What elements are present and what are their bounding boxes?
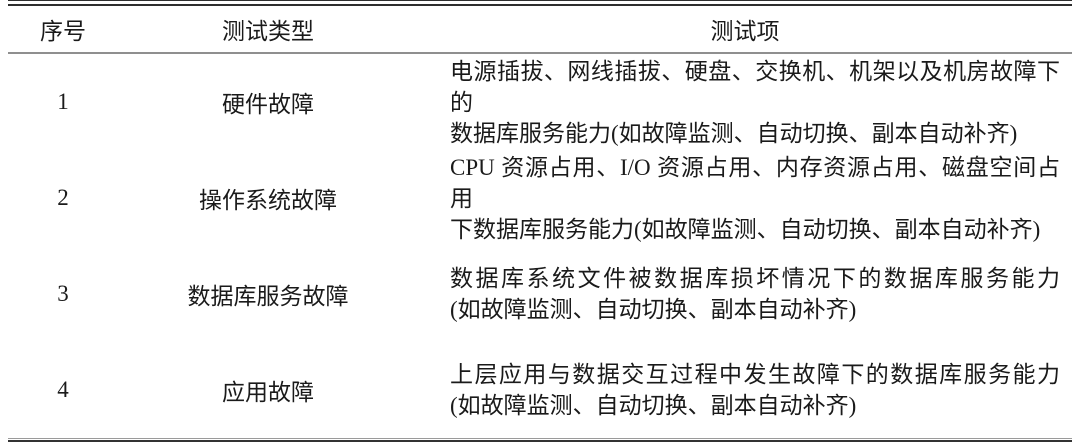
table-header-rule (8, 52, 1072, 54)
item-line: 数据库系统文件被数据库损坏情况下的数据库服务能力 (450, 266, 1060, 291)
table-row: 3 数据库服务故障 数据库系统文件被数据库损坏情况下的数据库服务能力 (如故障监… (8, 246, 1072, 342)
cell-items: 数据库系统文件被数据库损坏情况下的数据库服务能力 (如故障监测、自动切换、副本自… (418, 263, 1072, 325)
item-line: (如故障监测、自动切换、副本自动补齐) (450, 393, 857, 418)
cell-no: 3 (57, 281, 69, 306)
cell-items: 上层应用与数据交互过程中发生故障下的数据库服务能力 (如故障监测、自动切换、副本… (418, 359, 1072, 421)
cell-no: 4 (57, 377, 69, 402)
header-no: 序号 (40, 19, 86, 44)
table-top-rule (8, 0, 1072, 6)
test-items-table: 序号 测试类型 测试项 1 硬件故障 电源插拔、网线插拔、硬盘、交换机、机架以及… (8, 0, 1072, 442)
item-text: 数据库系统文件被数据库损坏情况下的数据库服务能力 (如故障监测、自动切换、副本自… (450, 263, 1060, 325)
table-header-row: 序号 测试类型 测试项 (8, 6, 1072, 52)
header-items: 测试项 (710, 19, 780, 44)
table-row: 1 硬件故障 电源插拔、网线插拔、硬盘、交换机、机架以及机房故障下的 数据库服务… (8, 54, 1072, 150)
cell-items: CPU 资源占用、I/O 资源占用、内存资源占用、磁盘空间占用 下数据库服务能力… (418, 152, 1072, 245)
cell-items: 电源插拔、网线插拔、硬盘、交换机、机架以及机房故障下的 数据库服务能力(如故障监… (418, 56, 1072, 149)
cell-no: 2 (57, 185, 69, 210)
item-line: 下数据库服务能力(如故障监测、自动切换、副本自动补齐) (450, 216, 1041, 242)
table-row: 4 应用故障 上层应用与数据交互过程中发生故障下的数据库服务能力 (如故障监测、… (8, 342, 1072, 438)
cell-no: 1 (57, 89, 69, 114)
table-row: 2 操作系统故障 CPU 资源占用、I/O 资源占用、内存资源占用、磁盘空间占用… (8, 150, 1072, 246)
item-line: 数据库服务能力(如故障监测、自动切换、副本自动补齐) (450, 120, 1018, 146)
table-bottom-rule (8, 438, 1072, 442)
item-text: 电源插拔、网线插拔、硬盘、交换机、机架以及机房故障下的 数据库服务能力(如故障监… (450, 56, 1060, 149)
item-text: 上层应用与数据交互过程中发生故障下的数据库服务能力 (如故障监测、自动切换、副本… (450, 359, 1060, 421)
item-line: 电源插拔、网线插拔、硬盘、交换机、机架以及机房故障下的 (450, 58, 1060, 115)
cell-type: 数据库服务故障 (187, 284, 349, 309)
item-line: 上层应用与数据交互过程中发生故障下的数据库服务能力 (450, 362, 1060, 387)
cell-type: 应用故障 (222, 380, 314, 405)
item-line: CPU 资源占用、I/O 资源占用、内存资源占用、磁盘空间占用 (450, 154, 1060, 211)
cell-type: 操作系统故障 (199, 188, 337, 213)
header-type: 测试类型 (222, 19, 314, 44)
cell-type: 硬件故障 (222, 92, 314, 117)
item-line: (如故障监测、自动切换、副本自动补齐) (450, 297, 857, 322)
item-text: CPU 资源占用、I/O 资源占用、内存资源占用、磁盘空间占用 下数据库服务能力… (450, 152, 1060, 245)
